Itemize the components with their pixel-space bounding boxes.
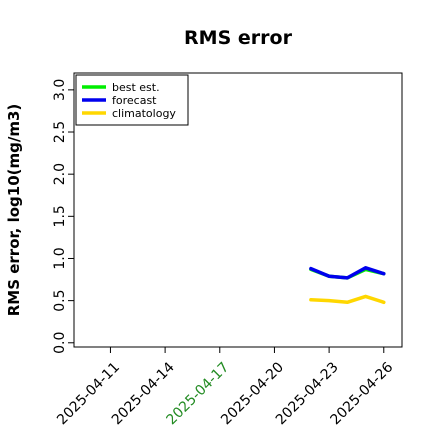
y-axis: 0.0 0.5 1.0 1.5 2.0 2.5 3.0	[52, 79, 74, 354]
y-tick-label: 1.5	[52, 205, 68, 227]
plot-area: 0.0 0.5 1.0 1.5 2.0 2.5 3.0 2025-04-112025-04-1…	[52, 72, 403, 428]
legend-label: climatology	[112, 107, 176, 120]
series-line-climatology	[309, 294, 386, 305]
y-axis-label: RMS error, log10(mg/m3)	[5, 104, 23, 317]
plot-frame	[73, 72, 403, 348]
y-tick-label: 0.0	[52, 332, 68, 354]
legend-label: forecast	[112, 94, 157, 107]
x-axis: 2025-04-112025-04-142025-04-172025-04-20…	[54, 347, 396, 428]
series-group	[309, 266, 386, 305]
chart-title: RMS error	[184, 27, 293, 49]
y-tick-label: 3.0	[52, 79, 68, 101]
y-tick-label: 1.0	[52, 247, 68, 269]
y-tick-label: 0.5	[52, 289, 68, 311]
y-tick-label: 2.0	[52, 163, 68, 185]
series-line-forecast	[309, 266, 386, 280]
legend-label: best est.	[112, 81, 160, 94]
y-tick-label: 2.5	[52, 121, 68, 143]
